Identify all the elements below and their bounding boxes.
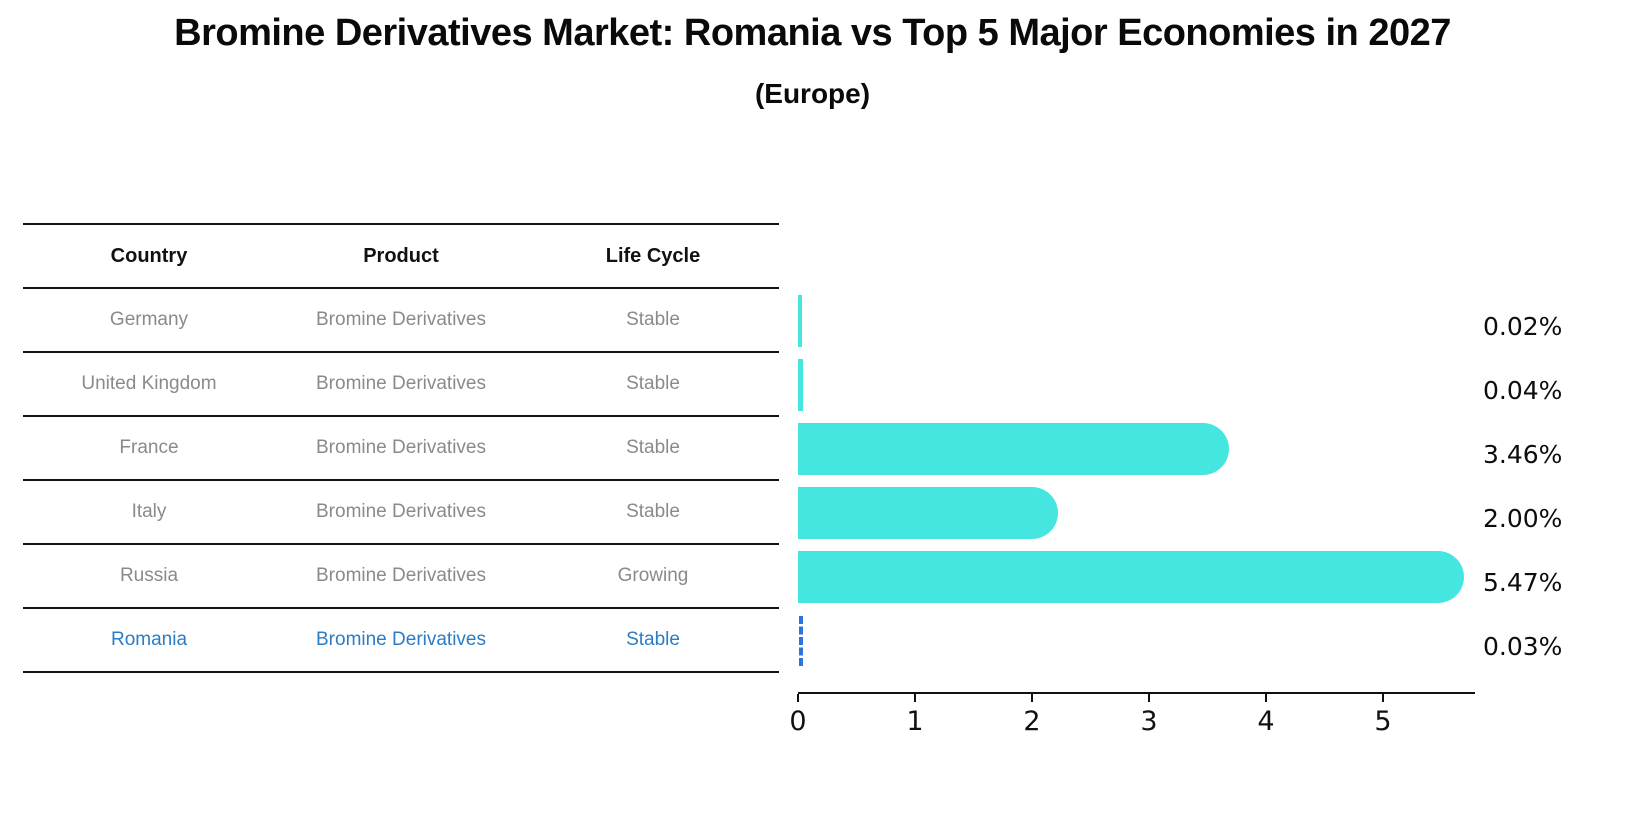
- product-cell: Bromine Derivatives: [316, 501, 486, 522]
- x-axis-tick: [797, 694, 799, 702]
- bar-row: [798, 481, 1475, 545]
- comparison-table: Country Product Life Cycle Germany Bromi…: [23, 223, 779, 673]
- column-header-life-cycle: Life Cycle: [605, 244, 701, 267]
- table-row: France Bromine Derivatives Stable: [23, 417, 779, 481]
- country-cell: Romania: [110, 629, 188, 650]
- country-cell: France: [119, 437, 179, 458]
- life-cycle-cell: Stable: [626, 373, 680, 394]
- product-cell: Bromine Derivatives: [316, 629, 486, 650]
- value-label: 0.03%: [1483, 631, 1563, 661]
- bar-united-kingdom: [798, 359, 803, 411]
- life-cycle-cell: Stable: [626, 437, 680, 458]
- x-axis-tick: [1382, 694, 1384, 702]
- table-row: Russia Bromine Derivatives Growing: [23, 545, 779, 609]
- column-header-country: Country: [110, 244, 188, 267]
- bar-row: [798, 417, 1475, 481]
- country-cell: Germany: [109, 309, 189, 330]
- value-label: 3.46%: [1483, 439, 1563, 469]
- table-row: Germany Bromine Derivatives Stable: [23, 289, 779, 353]
- value-label: 0.04%: [1483, 375, 1563, 405]
- life-cycle-cell: Stable: [626, 501, 680, 522]
- value-label: 5.47%: [1483, 567, 1563, 597]
- product-cell: Bromine Derivatives: [316, 565, 486, 586]
- table-row-romania: Romania Bromine Derivatives Stable: [23, 609, 779, 673]
- country-cell: United Kingdom: [81, 373, 217, 394]
- table-row: Italy Bromine Derivatives Stable: [23, 481, 779, 545]
- value-label: 2.00%: [1483, 503, 1563, 533]
- bar-italy: [798, 487, 1058, 539]
- table-header-row: Country Product Life Cycle: [23, 223, 779, 289]
- x-axis-line: [798, 692, 1475, 694]
- page-subtitle: (Europe): [754, 78, 871, 109]
- x-axis-tick-label: 5: [1374, 706, 1392, 737]
- value-label-column: 0.02% 0.04% 3.46% 2.00% 5.47% 0.03%: [1483, 294, 1562, 678]
- bar-row: [798, 609, 1475, 673]
- value-label: 0.02%: [1483, 311, 1563, 341]
- bar-germany: [798, 295, 802, 347]
- x-axis-tick-label: 4: [1257, 706, 1275, 737]
- x-axis-tick-label: 3: [1140, 706, 1158, 737]
- x-axis-tick-label: 0: [789, 706, 807, 737]
- x-axis-tick-label: 2: [1023, 706, 1041, 737]
- product-cell: Bromine Derivatives: [316, 309, 486, 330]
- bar-russia: [798, 551, 1464, 603]
- page-title: Bromine Derivatives Market: Romania vs T…: [174, 12, 1451, 54]
- table-row: United Kingdom Bromine Derivatives Stabl…: [23, 353, 779, 417]
- x-axis-tick: [1148, 694, 1150, 702]
- country-cell: Italy: [131, 501, 167, 522]
- bar-row: [798, 353, 1475, 417]
- bar-chart: [798, 289, 1475, 673]
- life-cycle-cell: Stable: [626, 629, 680, 650]
- column-header-product: Product: [363, 244, 439, 267]
- x-axis: 0 1 2 3 4 5: [789, 694, 1475, 750]
- country-cell: Russia: [119, 565, 179, 586]
- highlight-dashed-marker: [799, 616, 803, 666]
- life-cycle-cell: Growing: [617, 565, 689, 586]
- x-axis-tick: [1031, 694, 1033, 702]
- x-axis-tick-label: 1: [906, 706, 924, 737]
- x-axis-tick: [914, 694, 916, 702]
- life-cycle-cell: Stable: [626, 309, 680, 330]
- bar-row: [798, 545, 1475, 609]
- bar-row: [798, 289, 1475, 353]
- product-cell: Bromine Derivatives: [316, 373, 486, 394]
- product-cell: Bromine Derivatives: [316, 437, 486, 458]
- x-axis-tick: [1265, 694, 1267, 702]
- bar-france: [798, 423, 1229, 475]
